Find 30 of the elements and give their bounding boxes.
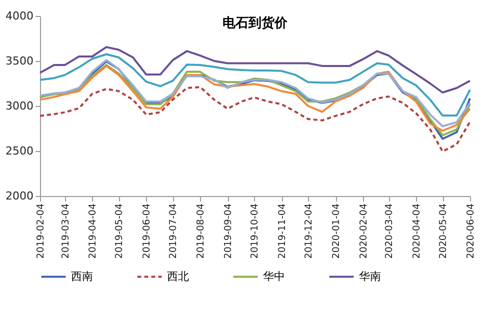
x-tick-label: 2019-05-04 xyxy=(114,204,126,259)
legend-label: 华中 xyxy=(263,270,285,283)
line-series xyxy=(39,53,471,116)
x-tick-label: 2020-06-04 xyxy=(466,204,476,259)
chart-title: 电石到货价 xyxy=(222,15,288,31)
x-tick-label: 2019-07-04 xyxy=(168,204,180,259)
x-tick-label: 2019-11-04 xyxy=(277,204,288,259)
x-tick-label: 2020-03-04 xyxy=(384,204,396,259)
x-tick-label: 2019-02-04 xyxy=(36,204,46,259)
line-series xyxy=(39,46,471,94)
x-tick-label: 2020-01-04 xyxy=(331,204,342,259)
x-tick-label: 2020-02-04 xyxy=(358,204,370,259)
x-tick-label: 2020-04-04 xyxy=(412,204,423,259)
legend-label: 西南 xyxy=(71,270,93,283)
legend-label: 西北 xyxy=(167,270,189,283)
y-tick-label: 3000 xyxy=(6,100,34,112)
y-tick-label: 4000 xyxy=(6,10,34,22)
x-tick-label: 2019-08-04 xyxy=(196,204,207,259)
y-tick-label: 3500 xyxy=(6,54,34,68)
x-tick-label: 2019-09-04 xyxy=(223,204,234,259)
legend-label: 华南 xyxy=(359,270,381,283)
y-tick-label: 2500 xyxy=(6,144,34,158)
line-series xyxy=(39,86,471,152)
x-tick-label: 2019-12-04 xyxy=(304,204,315,259)
x-tick-label: 2019-04-04 xyxy=(88,204,99,259)
x-tick-label: 2019-06-04 xyxy=(142,204,153,259)
y-tick-label: 2000 xyxy=(6,190,34,202)
x-tick-label: 2019-03-04 xyxy=(60,204,72,259)
x-tick-label: 2019-10-04 xyxy=(250,204,261,259)
x-tick-label: 2020-05-04 xyxy=(438,204,450,259)
